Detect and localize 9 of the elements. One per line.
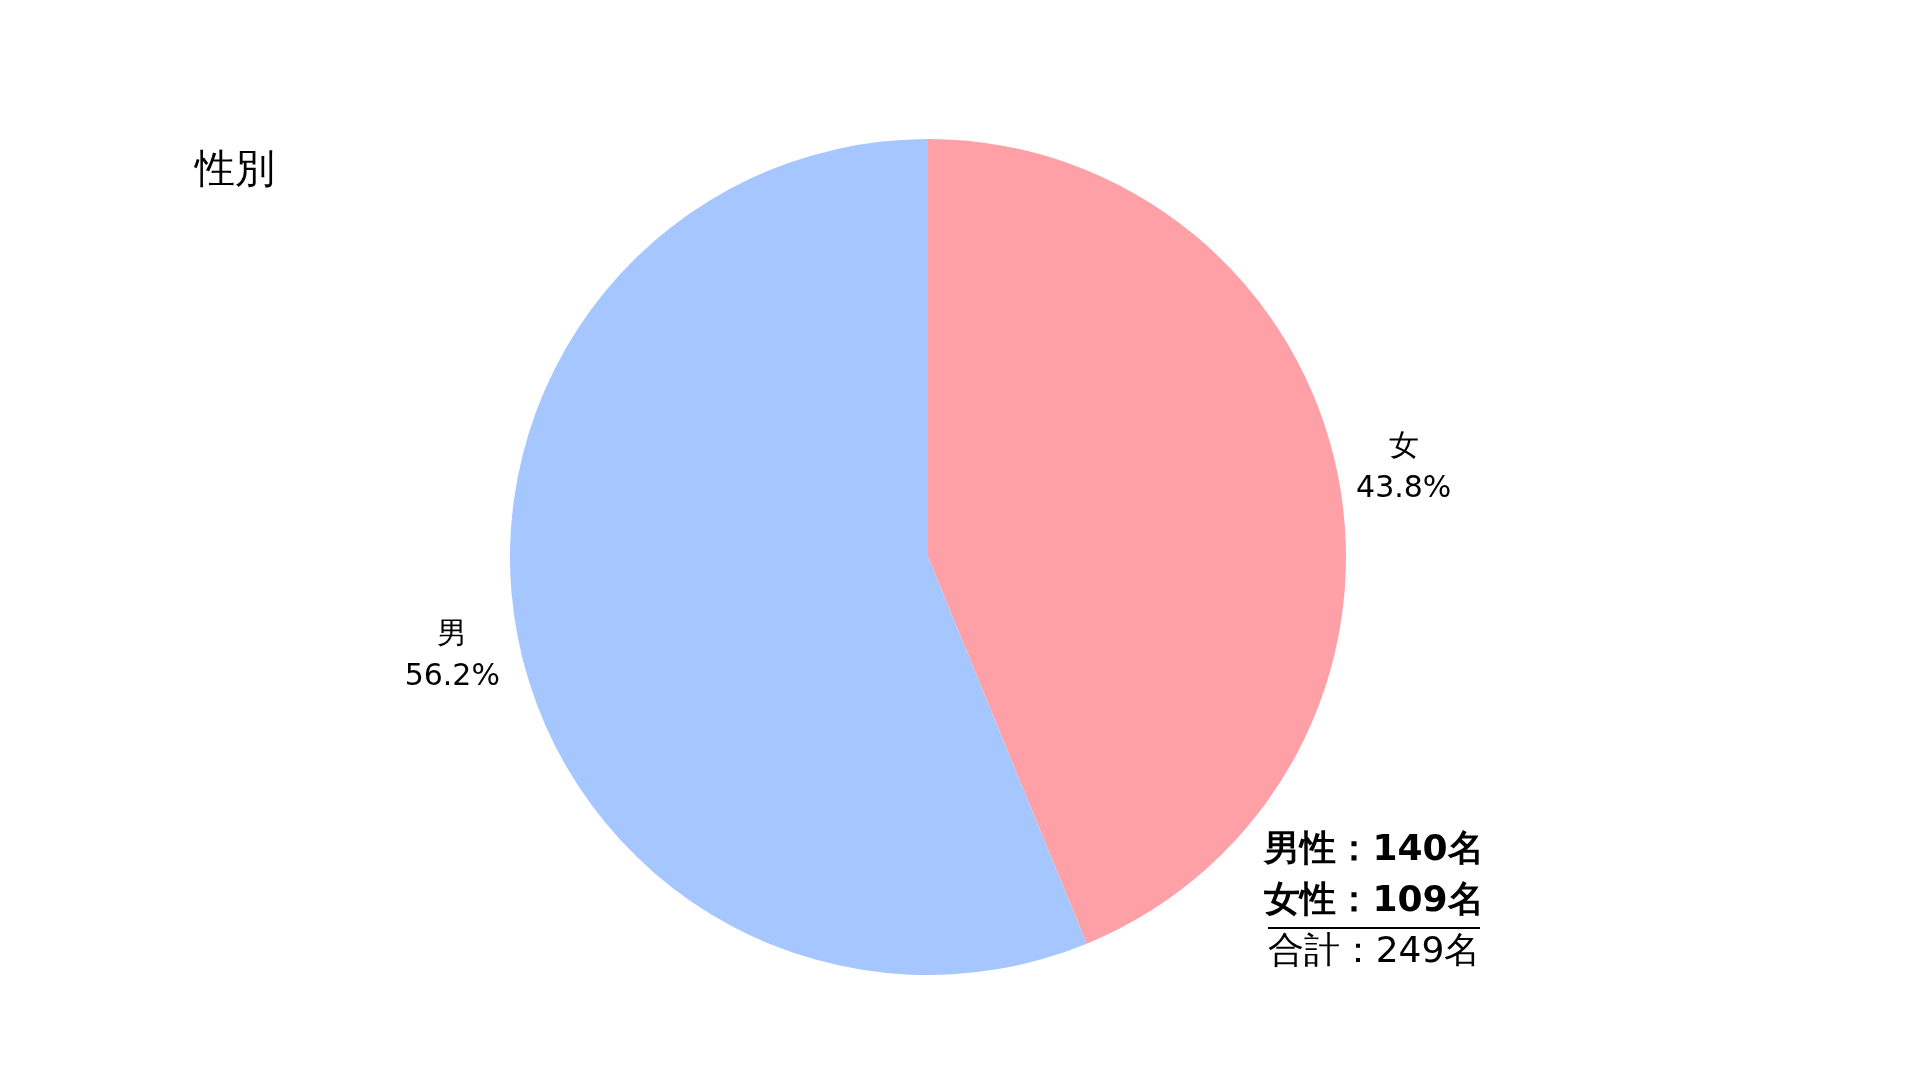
text: 合計：249名 xyxy=(1267,929,1481,970)
data-label: 43.8% xyxy=(1356,469,1452,505)
pie-slice xyxy=(510,139,1087,975)
data-label: 56.2% xyxy=(404,656,500,692)
text: 男性：140名 xyxy=(1263,827,1484,868)
text: 女性：109名 xyxy=(1264,878,1484,919)
chart-title: 性別 xyxy=(193,145,275,191)
slice-label: 男 xyxy=(437,614,468,650)
slice-label: 女 xyxy=(1388,427,1419,463)
